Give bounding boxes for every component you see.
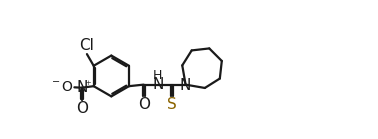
Text: $^-$O: $^-$O (50, 80, 74, 94)
Text: $^+$: $^+$ (84, 81, 93, 90)
Text: Cl: Cl (79, 39, 94, 54)
Text: S: S (167, 97, 177, 112)
Text: N: N (76, 80, 87, 95)
Text: N: N (152, 77, 164, 92)
Text: O: O (138, 97, 150, 112)
Text: O: O (76, 101, 88, 116)
Text: H: H (153, 69, 163, 82)
Text: N: N (180, 78, 191, 93)
